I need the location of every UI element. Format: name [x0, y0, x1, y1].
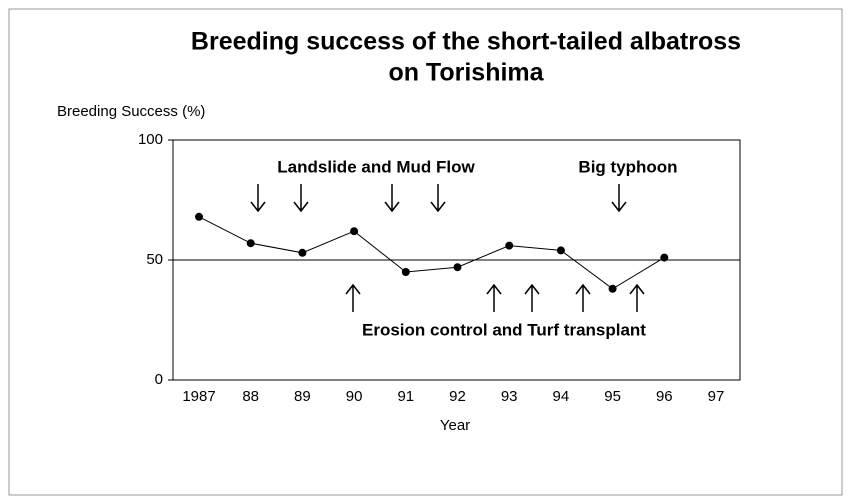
- point: [195, 212, 203, 221]
- point: [401, 268, 410, 276]
- point: [505, 241, 514, 250]
- x-tick-label: 89: [294, 388, 311, 405]
- point: [556, 246, 565, 255]
- annotation: Big typhoon: [578, 157, 677, 176]
- point: [350, 227, 359, 236]
- x-tick-label: 95: [604, 388, 621, 405]
- annotation: Erosion control and Turf transplant: [362, 320, 646, 339]
- x-axis-label: Year: [440, 417, 470, 434]
- down-arrows: [250, 184, 627, 213]
- chart-title: Breeding success of the short-tailed alb…: [191, 28, 741, 56]
- annotation: Landslide and Mud Flow: [277, 157, 475, 176]
- x-tick-label: 97: [708, 388, 725, 405]
- point: [246, 239, 255, 248]
- point: [608, 284, 617, 293]
- x-tick-label: 90: [346, 388, 363, 405]
- y-tick-label: 0: [155, 371, 163, 388]
- point: [453, 263, 462, 272]
- y-tick-label: 50: [146, 251, 163, 268]
- x-tick-label: 93: [501, 388, 518, 405]
- y-axis-label: Breeding Success (%): [57, 103, 205, 120]
- x-tick-label: 92: [449, 388, 466, 405]
- frame: [8, 8, 843, 496]
- point: [660, 253, 669, 262]
- chart-title: on Torishima: [388, 59, 544, 87]
- up-arrows: [345, 283, 645, 312]
- point: [298, 248, 307, 257]
- x-tick-label: 94: [553, 388, 570, 405]
- x-tick-label: 88: [242, 388, 259, 405]
- line: [198, 216, 665, 290]
- y-tick-label: 100: [138, 131, 163, 148]
- x-tick-label: 96: [656, 388, 673, 405]
- x-tick-label: 91: [397, 388, 414, 405]
- x-tick-label: 1987: [182, 388, 215, 405]
